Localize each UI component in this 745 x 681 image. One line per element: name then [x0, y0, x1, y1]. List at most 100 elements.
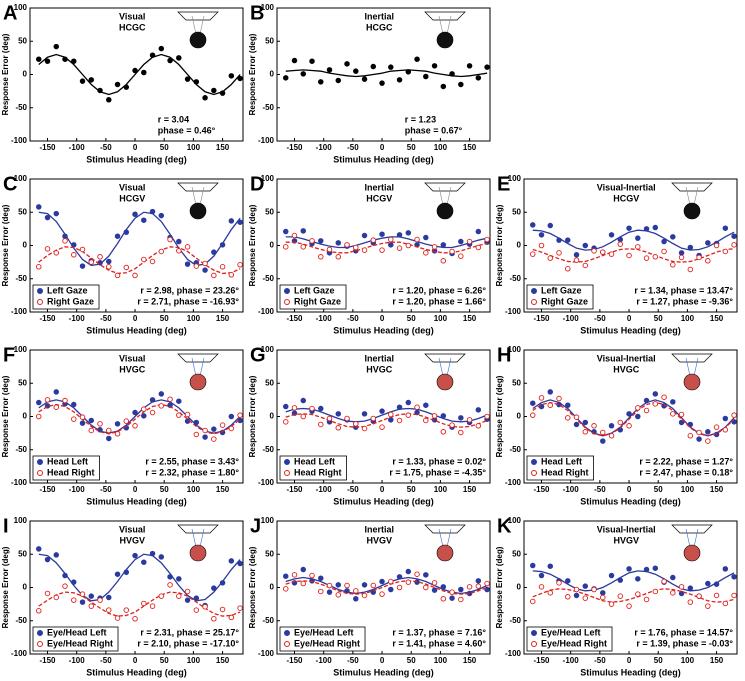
data-point: [687, 599, 694, 605]
data-point: [530, 562, 536, 569]
data-point: [643, 566, 650, 573]
data-point: [44, 397, 51, 403]
data-point: [379, 80, 385, 86]
icon-screen: [424, 11, 466, 21]
data-point: [696, 436, 702, 442]
data-point: [696, 593, 702, 599]
y-tick-label: 100: [508, 345, 522, 354]
data-point: [219, 264, 226, 270]
data-point: [44, 58, 51, 64]
panel-letter: H: [497, 344, 511, 366]
data-point: [678, 250, 685, 256]
data-point: [705, 429, 711, 435]
data-point: [344, 61, 350, 67]
icon-rays: [191, 528, 205, 548]
data-point: [643, 255, 650, 261]
x-tick-label: -150: [533, 314, 550, 323]
data-point: [335, 254, 342, 260]
data-point: [219, 90, 226, 96]
data-point: [309, 58, 315, 64]
data-point: [405, 579, 412, 585]
data-point: [106, 427, 112, 434]
data-point: [396, 77, 403, 83]
y-tick-label: 100: [14, 516, 28, 525]
legend-box: [526, 626, 613, 652]
data-point: [626, 252, 632, 259]
data-point: [731, 574, 737, 580]
legend-label: Head Right: [294, 467, 342, 477]
data-point: [396, 584, 403, 591]
data-point: [202, 267, 208, 273]
data-point: [211, 249, 217, 255]
x-tick-label: 100: [681, 656, 695, 665]
data-point: [71, 416, 77, 422]
fit-curve: [532, 229, 735, 251]
data-point: [79, 420, 86, 426]
data-point: [696, 429, 702, 436]
data-point: [62, 397, 68, 404]
legend-label: Head Right: [541, 467, 589, 477]
data-point: [423, 234, 429, 241]
data-point: [530, 412, 536, 418]
panel: -100 -50 0 50 100 -150 -100 -50 0 50 100 150 Stimulu…: [1, 2, 244, 164]
x-tick-label: 50: [654, 485, 663, 494]
y-axis-label: Response Error (deg): [248, 33, 257, 115]
icon-head: [436, 202, 454, 220]
data-point: [713, 581, 720, 587]
legend-marker: [284, 630, 290, 636]
x-tick-label: -50: [100, 485, 112, 494]
data-point: [484, 580, 490, 587]
x-tick-label: -150: [286, 656, 303, 665]
data-point: [530, 400, 536, 406]
icon-head: [189, 373, 207, 391]
icon-screen: [671, 524, 713, 534]
icon-screen: [671, 353, 713, 363]
data-point: [530, 598, 536, 605]
x-axis-label: Stimulus Heading (deg): [333, 154, 434, 164]
data-point: [678, 254, 685, 261]
data-point: [670, 590, 676, 596]
data-point: [62, 583, 68, 589]
panel-title: Inertial: [364, 182, 394, 192]
data-point: [283, 228, 289, 235]
icon-head: [436, 544, 454, 562]
data-point: [388, 411, 394, 418]
legend-marker: [284, 299, 290, 305]
data-point: [466, 63, 473, 69]
data-point: [678, 584, 685, 590]
data-point: [661, 394, 667, 400]
data-point: [440, 258, 447, 264]
icon-screen: [177, 182, 219, 192]
y-tick-label: -100: [11, 307, 28, 316]
legend-marker: [284, 641, 290, 647]
data-point: [573, 592, 580, 599]
data-point: [449, 595, 455, 601]
data-point: [79, 414, 86, 420]
data-point: [722, 415, 729, 422]
data-point: [565, 594, 571, 600]
data-point: [547, 389, 554, 395]
x-tick-label: 100: [434, 314, 448, 323]
data-point: [431, 580, 438, 586]
data-point: [475, 244, 482, 251]
panel-letter: D: [250, 173, 264, 195]
panel: -100 -50 0 50 100 -150 -100 -50 0 50 100 150 Stimulu…: [1, 344, 244, 506]
data-point: [114, 421, 121, 427]
icon-rays: [685, 528, 699, 548]
data-point: [635, 413, 641, 420]
data-point: [440, 83, 447, 90]
x-tick-label: 50: [654, 314, 663, 323]
data-point: [388, 578, 394, 585]
data-point: [661, 578, 667, 585]
x-tick-label: 0: [380, 485, 385, 494]
icon-rays: [191, 357, 205, 377]
fit-stats: r = 2.31, phase = 25.17°: [140, 627, 239, 637]
x-tick-label: 150: [710, 656, 724, 665]
data-point: [440, 584, 447, 590]
legend-marker: [37, 641, 43, 647]
data-point: [556, 395, 562, 402]
x-tick-label: -150: [39, 656, 56, 665]
y-tick-label: -50: [262, 445, 274, 454]
legend-label: Eye/Head Right: [294, 638, 360, 648]
data-point: [396, 232, 403, 238]
